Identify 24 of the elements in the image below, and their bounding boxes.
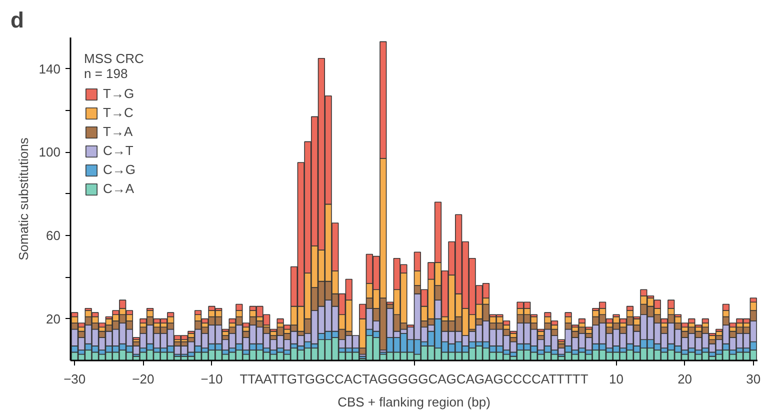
x-tick-label: 20 bbox=[678, 372, 692, 386]
legend-title: MSS CRC n = 198 bbox=[84, 51, 144, 81]
legend-label: T→G bbox=[103, 86, 134, 101]
y-tick-label: 60 bbox=[46, 228, 61, 243]
y-axis-title: Somatic substitutions bbox=[16, 137, 31, 260]
x-tick-label: −10 bbox=[200, 372, 223, 386]
x-tick-label: −20 bbox=[132, 372, 154, 386]
y-tick-label: 140 bbox=[38, 61, 61, 76]
x-tick-label: −30 bbox=[64, 372, 86, 386]
x-tick-label: 10 bbox=[609, 372, 624, 386]
legend-label: C→G bbox=[103, 162, 136, 177]
bar bbox=[578, 318, 586, 324]
legend-label: C→A bbox=[103, 181, 134, 196]
legend-label: C→T bbox=[103, 143, 134, 158]
legend-label: T→A bbox=[103, 124, 133, 139]
bar bbox=[276, 318, 284, 324]
y-tick-label: 20 bbox=[46, 311, 61, 326]
bar bbox=[702, 318, 709, 324]
x-axis-title: CBS + flanking region (bp) bbox=[338, 394, 490, 410]
legend-label: T→C bbox=[103, 105, 134, 120]
text: d bbox=[10, 8, 24, 32]
text: TTAATTGTGGCCACTAGGGGGCAGCAGAGCCCCATTTTT bbox=[240, 372, 588, 386]
x-tick-label: 30 bbox=[746, 372, 761, 386]
y-tick-label: 100 bbox=[38, 144, 61, 160]
